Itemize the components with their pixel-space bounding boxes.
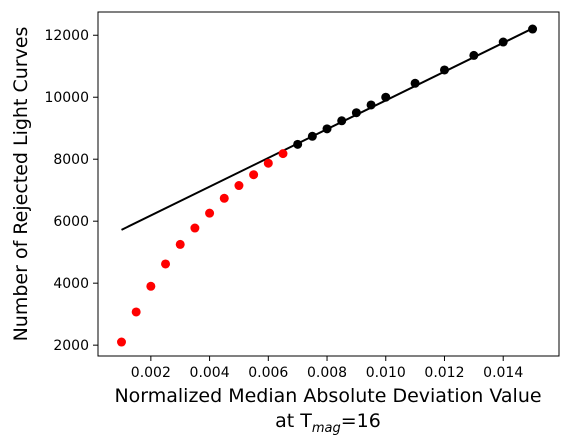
data-point-series-2	[366, 100, 376, 110]
data-point-series-1	[219, 193, 229, 203]
y-axis-label: Number of Rejected Light Curves	[10, 27, 32, 342]
x-tick-label: 0.002	[131, 365, 171, 381]
data-point-series-1	[205, 208, 215, 218]
y-tick-label: 12000	[44, 28, 89, 44]
data-point-series-1	[175, 239, 185, 249]
data-point-series-1	[131, 307, 141, 317]
data-point-series-2	[410, 78, 420, 88]
x-axis-label-line2-subscript: mag	[312, 421, 341, 436]
data-point-series-1	[146, 281, 156, 291]
plot-frame	[97, 11, 560, 357]
data-point-series-1	[161, 259, 171, 269]
x-axis-label-line2-prefix: at T	[275, 410, 312, 432]
data-point-series-2	[469, 50, 479, 60]
y-tick-label: 10000	[44, 90, 89, 106]
y-tick-label: 2000	[53, 338, 89, 354]
x-tick-label: 0.014	[483, 365, 523, 381]
data-point-series-2	[293, 139, 303, 149]
data-point-series-2	[307, 131, 317, 141]
data-point-series-1	[249, 170, 259, 180]
x-tick-label: 0.006	[248, 365, 288, 381]
data-point-series-2	[337, 116, 347, 126]
data-marks	[116, 24, 538, 347]
data-point-series-1	[234, 181, 244, 191]
x-axis-label: Normalized Median Absolute Deviation Val…	[114, 385, 541, 407]
data-point-series-2	[498, 37, 508, 47]
data-point-series-1	[278, 149, 288, 159]
data-point-series-2	[528, 24, 538, 34]
x-tick-label: 0.004	[190, 365, 230, 381]
x-axis-ticks: 0.002 0.004 0.006 0.008 0.010 0.012 0.014	[131, 356, 523, 381]
data-point-series-1	[190, 223, 200, 233]
y-tick-label: 4000	[53, 276, 89, 292]
x-tick-label: 0.010	[366, 365, 406, 381]
x-tick-label: 0.012	[424, 365, 464, 381]
data-point-series-2	[351, 108, 361, 118]
x-tick-label: 0.008	[307, 365, 347, 381]
y-axis-ticks: 2000 4000 6000 8000 10000 12000	[44, 28, 98, 354]
x-axis-label-line2: at Tmag=16	[275, 410, 381, 436]
y-tick-label: 8000	[53, 152, 89, 168]
y-tick-label: 6000	[53, 214, 89, 230]
data-point-series-2	[322, 124, 332, 134]
data-point-series-1	[263, 158, 273, 168]
data-point-series-2	[381, 92, 391, 102]
data-point-series-1	[116, 337, 126, 347]
x-axis-label-line2-suffix: =16	[341, 410, 381, 432]
data-point-series-2	[439, 65, 449, 75]
plot-area	[98, 12, 559, 356]
